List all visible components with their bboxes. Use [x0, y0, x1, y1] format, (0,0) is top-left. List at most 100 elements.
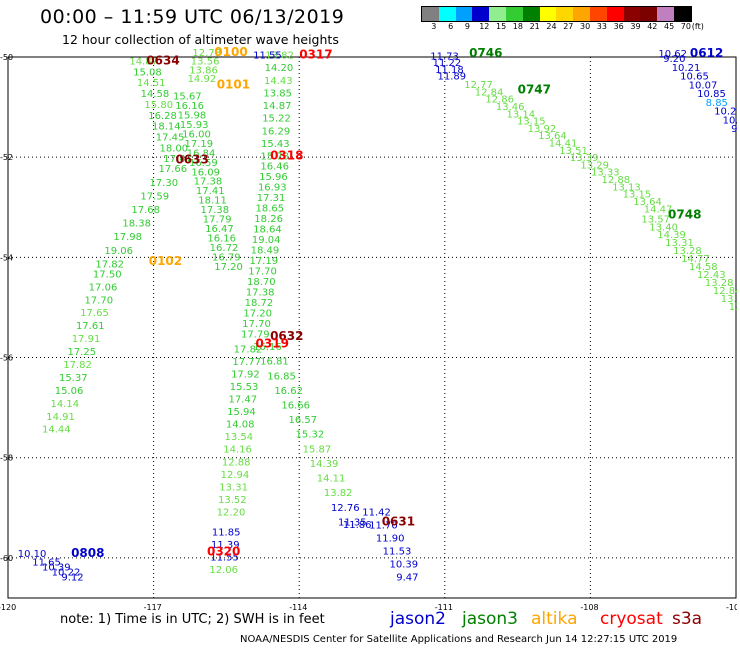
wave-height-value: 17.41 [196, 186, 225, 197]
wave-height-value: 17.61 [76, 321, 105, 332]
legend-label: 39 [630, 22, 641, 31]
legend-label: 42 [647, 22, 658, 31]
wave-height-value: 12.88 [222, 457, 251, 468]
wave-height-value: 17.25 [67, 347, 96, 358]
legend-label: 3 [431, 22, 437, 31]
pass-time-label: 0633 [175, 153, 208, 167]
pass-time-label: 0631 [382, 514, 415, 528]
satellite-altika-label: altika [531, 609, 578, 629]
wave-height-value: 18.38 [122, 219, 151, 230]
wave-height-value: 15.80 [144, 100, 173, 111]
legend-label: 45 [664, 22, 675, 31]
legend-label: 12 [479, 22, 490, 31]
wave-height-value: 16.93 [258, 183, 287, 194]
legend-swatch [657, 7, 674, 21]
pass-time-label: 0319 [256, 337, 289, 351]
wave-height-value: 12.94 [221, 470, 250, 481]
wave-height-value: 17.06 [89, 282, 118, 293]
wave-height-value: 13.64 [538, 131, 567, 142]
wave-height-value: 15.08 [133, 67, 162, 78]
wave-height-value: 11.85 [212, 527, 241, 538]
wave-height-value: 10.39 [389, 559, 418, 570]
x-tick-label: -114 [289, 603, 307, 612]
wave-height-value: 17.59 [140, 191, 169, 202]
wave-height-value: 18.70 [247, 277, 276, 288]
legend-swatch [573, 7, 590, 21]
wave-height-value: 14.91 [46, 412, 75, 423]
wave-height-value: 15.06 [55, 386, 84, 397]
wave-height-value: 15.98 [178, 111, 207, 122]
wave-height-value: 8.85 [706, 98, 728, 109]
wave-height-value: 9.12 [61, 572, 83, 583]
wave-height-value: 11.90 [376, 533, 405, 544]
wave-height-value: 14.43 [264, 76, 293, 87]
legend-swatch [589, 7, 607, 21]
y-tick-label: -56 [0, 354, 13, 363]
wave-height-value: 12.86 [485, 95, 514, 106]
wave-height-value: 13.86 [189, 65, 218, 76]
wave-height-value: 17.82 [234, 345, 263, 356]
legend-swatch [539, 7, 557, 21]
legend-label: 30 [580, 22, 591, 31]
pass-time-label: 0746 [469, 46, 502, 60]
wave-height-value: 18.14 [152, 122, 181, 133]
wave-height-value: 16.16 [253, 342, 282, 353]
wave-height-value: 17.47 [163, 154, 192, 165]
legend-swatch [623, 7, 641, 21]
wave-height-value: 11.89 [438, 72, 467, 83]
wave-height-value: 16.16 [175, 101, 204, 112]
wave-height-value: 14.08 [226, 420, 255, 431]
wave-height-value: 9.47 [396, 572, 418, 583]
wave-height-value: 17.19 [249, 256, 278, 267]
pass-time-label: 0102 [149, 254, 182, 268]
wave-height-value: 11.55 [253, 51, 282, 62]
wave-height-value: 12.78 [192, 48, 221, 59]
wave-height-value: 14.14 [50, 399, 79, 410]
legend-label: 27 [563, 22, 574, 31]
legend-swatch [522, 7, 540, 21]
wave-height-value: 14.16 [223, 445, 252, 456]
wave-height-value: 17.20 [214, 262, 243, 273]
wave-height-value: 16.00 [182, 129, 211, 140]
wave-height-value: 10.62 [658, 49, 687, 60]
wave-height-value: 13.46 [496, 102, 525, 113]
wave-height-value: 13.82 [324, 488, 353, 499]
wave-height-value: 12.77 [729, 302, 740, 313]
wave-height-value: 13.31 [219, 482, 248, 493]
wave-height-value: 15.87 [303, 444, 332, 455]
wave-height-value: 11.22 [433, 58, 462, 69]
wave-height-value: 17.47 [228, 395, 257, 406]
legend-swatch [472, 7, 490, 21]
y-tick-label: -54 [0, 253, 13, 262]
pass-time-label: 0317 [299, 48, 332, 62]
wave-height-value: 14.39 [310, 459, 339, 470]
wave-height-value: 14.39 [657, 230, 686, 241]
wave-height-value: 12.84 [475, 87, 504, 98]
wave-height-value: 15.32 [296, 430, 325, 441]
wave-height-value: 16.09 [191, 167, 220, 178]
wave-height-value: 13.28 [705, 278, 734, 289]
wave-height-value: 16.46 [260, 162, 289, 173]
wave-height-value: 13.56 [191, 57, 220, 68]
wave-height-value: 18.72 [245, 298, 274, 309]
wave-height-value: 16.66 [281, 400, 310, 411]
wave-height-value: 18.49 [251, 246, 280, 257]
wave-height-value: 17.70 [84, 295, 113, 306]
wave-height-value: 18.00 [160, 143, 189, 154]
wave-height-value: 16.16 [207, 234, 236, 245]
x-tick-label: -120 [0, 603, 16, 612]
wave-height-value: 17.65 [80, 308, 109, 319]
wave-height-value: 17.68 [131, 205, 160, 216]
pass-time-label: 0632 [270, 329, 303, 343]
wave-height-value: 16.29 [262, 126, 291, 137]
y-tick-label: -60 [0, 554, 13, 563]
wave-height-value: 12.20 [217, 507, 246, 518]
wave-height-value: 13.51 [559, 146, 588, 157]
wave-height-value: 16.28 [148, 111, 177, 122]
pass-time-label: 0318 [270, 149, 303, 163]
wave-height-value: 15.37 [59, 373, 88, 384]
pass-time-label: 0748 [668, 207, 701, 221]
satellite-jason3-label: jason3 [462, 609, 518, 629]
wave-height-value: 13.54 [225, 432, 254, 443]
wave-height-value: 17.66 [158, 164, 187, 175]
